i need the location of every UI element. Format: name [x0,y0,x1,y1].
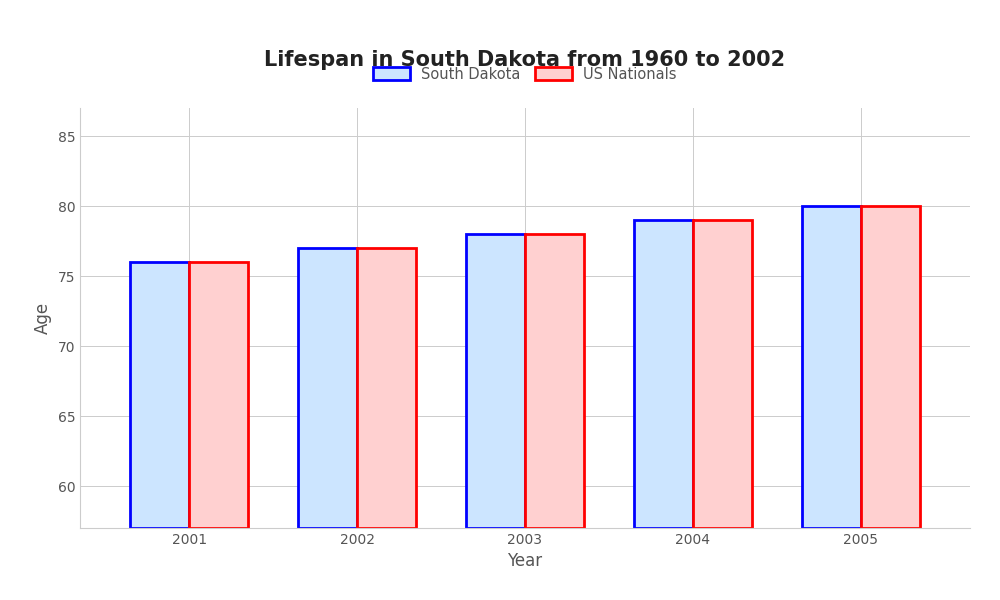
Bar [189,262,248,528]
Bar [130,262,189,528]
Bar [298,248,357,528]
Bar [466,234,525,528]
Bar [357,248,416,528]
Bar [861,206,920,528]
Y-axis label: Age: Age [34,302,52,334]
X-axis label: Year: Year [507,553,543,571]
Legend: South Dakota, US Nationals: South Dakota, US Nationals [367,61,683,88]
Bar [525,234,584,528]
Title: Lifespan in South Dakota from 1960 to 2002: Lifespan in South Dakota from 1960 to 20… [264,50,786,70]
Bar [693,220,752,528]
Bar [802,206,861,528]
Bar [634,220,693,528]
